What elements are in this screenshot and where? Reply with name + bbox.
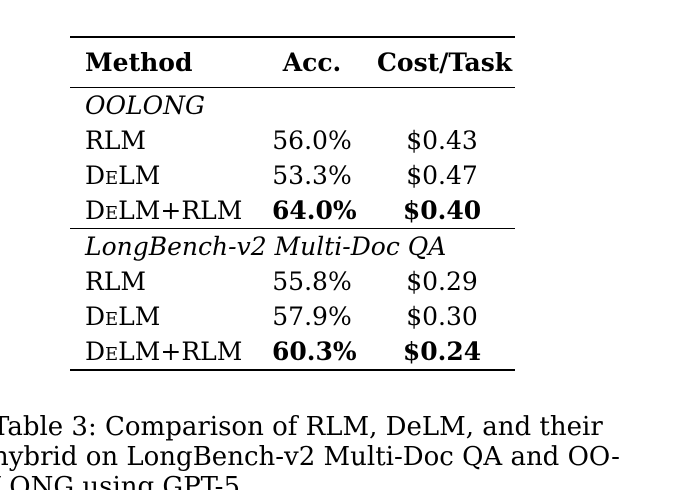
cost-cell: $0.24 — [402, 337, 482, 366]
method-cell: DeLM — [85, 161, 161, 190]
method-cell: DeLM — [85, 302, 161, 331]
header-row: Method Acc. Cost/Task — [70, 38, 515, 87]
caption-line: hybrid on LongBench-v2 Multi-Doc QA and … — [0, 442, 620, 472]
results-table: Method Acc. Cost/Task OOLONG RLM 56.0% $… — [70, 36, 515, 371]
caption-line: LONG using GPT-5. — [0, 472, 249, 490]
table-row: DeLM+RLM 64.0% $0.40 — [70, 193, 515, 228]
cost-cell: $0.30 — [406, 302, 478, 331]
method-cell: DeLM+RLM — [85, 337, 243, 366]
acc-cell: 55.8% — [272, 267, 352, 296]
method-cell: RLM — [85, 267, 147, 296]
section-rule — [70, 228, 515, 229]
table-row: DeLM+RLM 60.3% $0.24 — [70, 334, 515, 369]
header-method: Method — [85, 48, 193, 77]
acc-cell: 60.3% — [272, 337, 357, 366]
bottom-rule — [70, 369, 515, 371]
cost-cell: $0.29 — [406, 267, 478, 296]
section-title: OOLONG — [85, 91, 205, 120]
method-cell: RLM — [85, 126, 147, 155]
acc-cell: 53.3% — [272, 161, 352, 190]
top-rule — [70, 36, 515, 38]
table-row: RLM 55.8% $0.29 — [70, 264, 515, 299]
method-cell: DeLM+RLM — [85, 196, 243, 225]
table-row: RLM 56.0% $0.43 — [70, 123, 515, 158]
table-row: DeLM 53.3% $0.47 — [70, 158, 515, 193]
caption-line: Table 3: Comparison of RLM, DeLM, and th… — [0, 412, 603, 442]
cost-cell: $0.47 — [406, 161, 478, 190]
table-row: DeLM 57.9% $0.30 — [70, 299, 515, 334]
acc-cell: 64.0% — [272, 196, 357, 225]
acc-cell: 57.9% — [272, 302, 352, 331]
cost-cell: $0.43 — [406, 126, 478, 155]
header-acc: Acc. — [282, 48, 342, 77]
header-cost: Cost/Task — [377, 48, 513, 77]
table-caption: Table 3: Comparison of RLM, DeLM, and th… — [0, 412, 620, 490]
cost-cell: $0.40 — [402, 196, 482, 225]
section-title: LongBench-v2 Multi-Doc QA — [85, 232, 447, 261]
header-rule — [70, 87, 515, 88]
acc-cell: 56.0% — [272, 126, 352, 155]
